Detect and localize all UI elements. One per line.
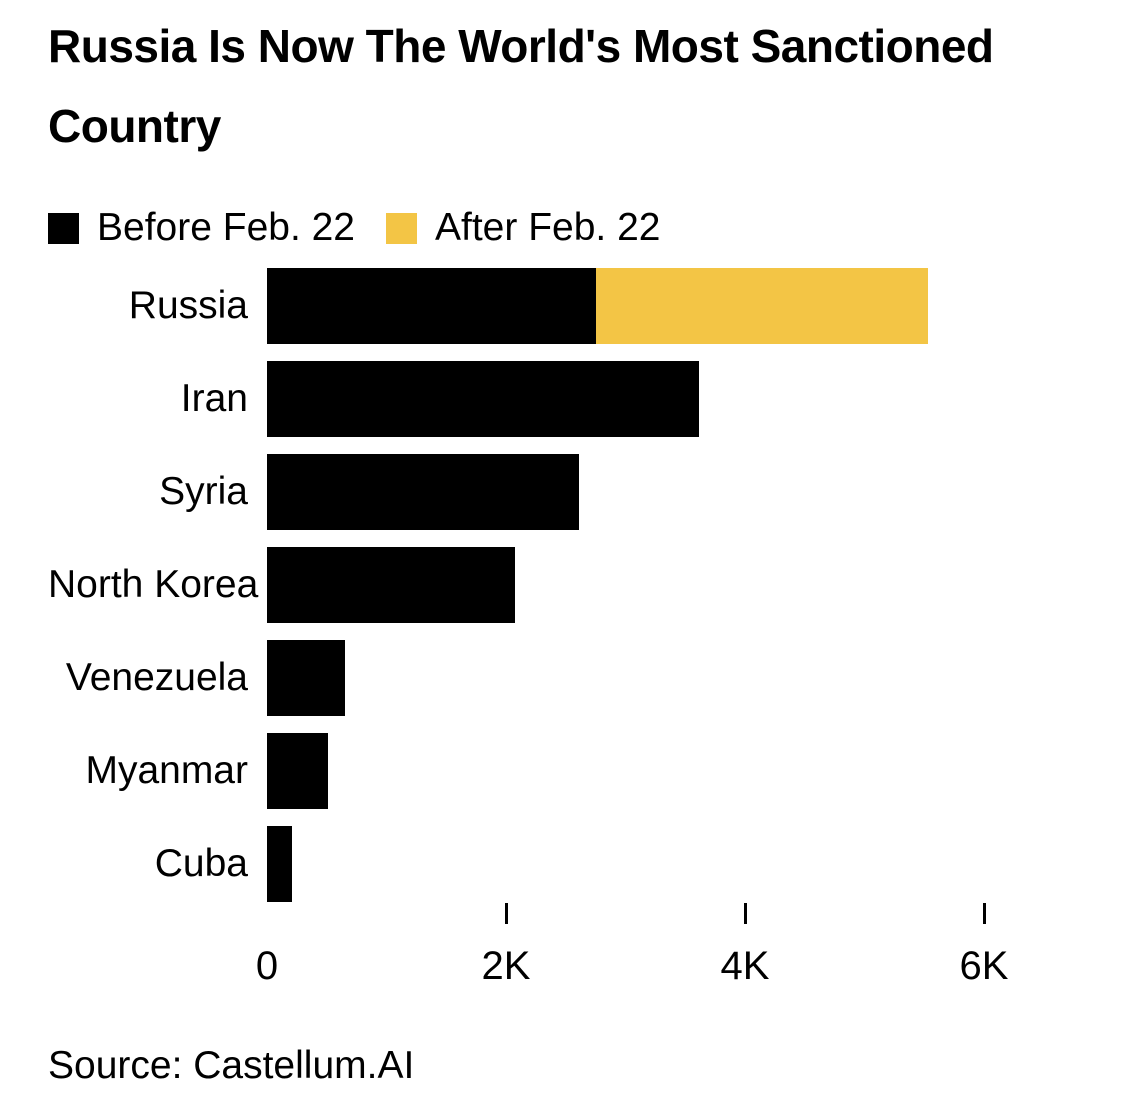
bar-track xyxy=(267,268,984,344)
bar-segment-before xyxy=(267,826,292,902)
bar-track xyxy=(267,826,984,902)
bar-segment-before xyxy=(267,361,700,437)
axis-tick-label: 4K xyxy=(720,944,770,988)
chart-title-line1: Russia Is Now The World's Most Sanctione… xyxy=(48,20,994,72)
x-axis: 0 2K 4K 6K xyxy=(256,902,1008,994)
axis-tick-label: 2K xyxy=(481,944,531,988)
bar-row: Iran xyxy=(48,361,1073,437)
axis-tick xyxy=(504,903,508,924)
legend-swatch-after xyxy=(386,212,417,244)
legend-item-before: Before Feb. 22 xyxy=(48,206,355,250)
country-label: Cuba xyxy=(154,842,248,885)
bar-row: Syria xyxy=(48,454,1073,530)
legend-label-after: After Feb. 22 xyxy=(435,206,661,249)
bar-segment-before xyxy=(267,547,516,623)
country-label: Myanmar xyxy=(85,749,248,792)
legend-item-after: After Feb. 22 xyxy=(386,206,660,250)
axis-tick-label: 6K xyxy=(959,944,1009,988)
bar-row: North Korea xyxy=(48,547,1073,623)
legend: Before Feb. 22 After Feb. 22 xyxy=(48,206,1073,250)
bar-track xyxy=(267,361,984,437)
bar-track xyxy=(267,547,984,623)
country-label: Iran xyxy=(180,377,248,420)
bar-segment-before xyxy=(267,733,328,809)
axis-tick xyxy=(982,903,986,924)
legend-label-before: Before Feb. 22 xyxy=(97,206,355,249)
bar-track xyxy=(267,640,984,716)
chart-title: Russia Is Now The World's Most Sanctione… xyxy=(48,6,1073,166)
legend-swatch-before xyxy=(48,212,79,244)
bar-row: Venezuela xyxy=(48,640,1073,716)
bar-segment-before xyxy=(267,454,579,530)
bar-segment-after xyxy=(596,268,929,344)
bar-track xyxy=(267,454,984,530)
axis-tick xyxy=(743,903,747,924)
axis-tick-label: 0 xyxy=(255,944,279,988)
bar-track xyxy=(267,733,984,809)
bar-chart: Russia Iran Syria North Korea Venezuela Myanm… xyxy=(48,268,1073,902)
bar-segment-before xyxy=(267,268,597,344)
country-label: Venezuela xyxy=(65,656,248,699)
chart-title-line2: Country xyxy=(48,100,221,152)
country-label: Russia xyxy=(128,284,248,327)
bar-segment-before xyxy=(267,640,345,716)
bar-row: Russia xyxy=(48,268,1073,344)
source-note: Source: Castellum.AI xyxy=(48,1044,415,1087)
bar-row: Cuba xyxy=(48,826,1073,902)
country-label: North Korea xyxy=(48,563,259,606)
bar-row: Myanmar xyxy=(48,733,1073,809)
country-label: Syria xyxy=(159,470,248,513)
